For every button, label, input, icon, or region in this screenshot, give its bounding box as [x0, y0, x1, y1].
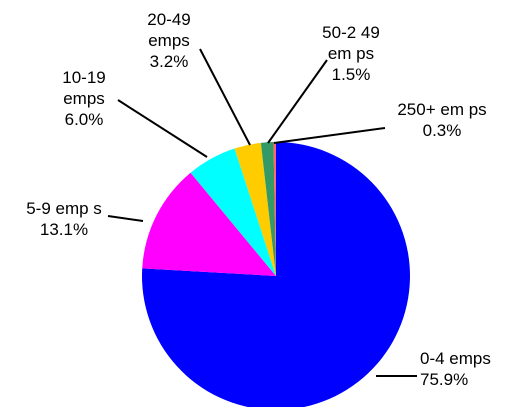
pie-slice-2	[190, 148, 276, 276]
slice-category-label-3: emps	[148, 31, 190, 50]
leader-line-3	[199, 48, 251, 146]
slice-value-label-5: 0.3%	[423, 121, 462, 140]
pie-slice-1	[142, 172, 276, 276]
slice-category-label-2: 10-19	[62, 68, 105, 87]
pie-labels: 0-4 emps 75.9% 5-9 emp s 13.1% 10-19 emps 6.0%…	[26, 10, 491, 389]
slice-value-label-4: 1.5%	[332, 65, 371, 84]
leader-line-4	[267, 59, 328, 144]
leader-line-1	[107, 215, 144, 222]
slice-category-label-0: 0-4 emps	[420, 349, 491, 368]
leader-line-5	[273, 127, 386, 144]
slice-value-label-2: 6.0%	[65, 110, 104, 129]
slice-value-label-1: 13.1%	[40, 220, 88, 239]
pie-slices	[141, 141, 410, 410]
slice-value-label-3: 3.2%	[150, 52, 189, 71]
slice-category-label-5: 250+ em ps	[397, 100, 486, 119]
pie-slice-0	[141, 142, 410, 410]
pie-slice-5	[273, 141, 276, 276]
slice-category-label-4: em ps	[328, 44, 374, 63]
slice-value-label-0: 75.9%	[420, 370, 468, 389]
slice-category-label-3: 20-49	[147, 10, 190, 29]
slice-category-label-2: emps	[63, 89, 105, 108]
slice-category-label-4: 50-2 49	[322, 23, 380, 42]
pie-slice-4	[260, 142, 276, 276]
leader-line-2	[117, 99, 208, 158]
slice-category-label-1: 5-9 emp s	[26, 199, 102, 218]
pie-slice-3	[234, 142, 276, 276]
